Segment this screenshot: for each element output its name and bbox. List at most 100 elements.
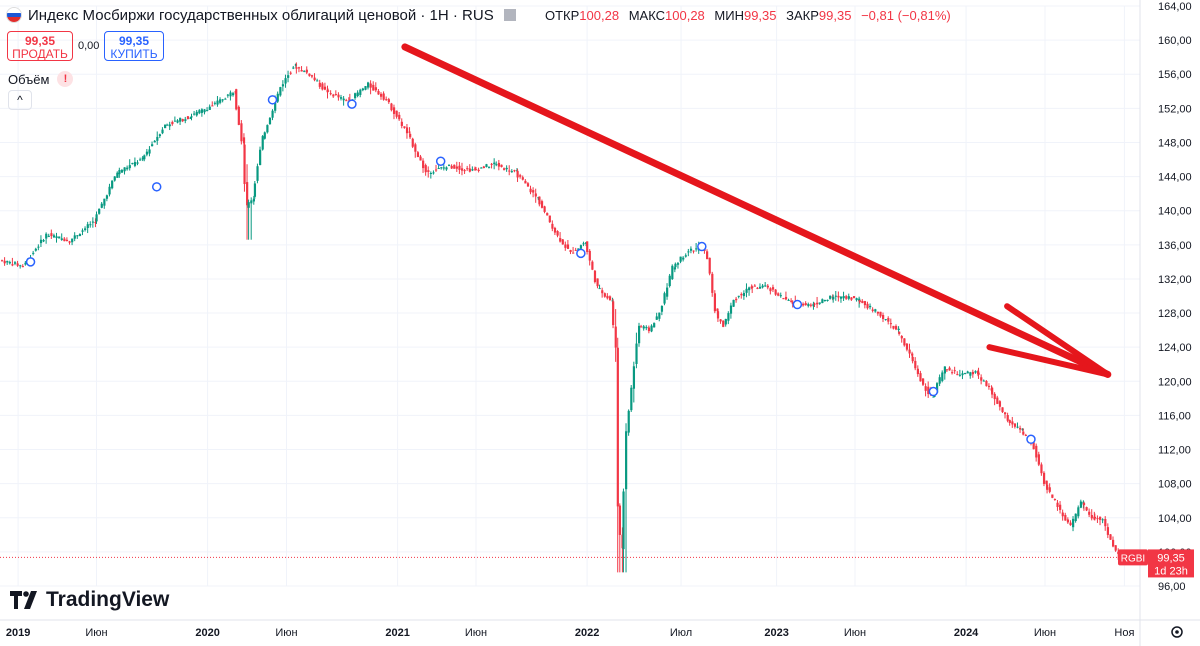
symbol-header[interactable]: Индекс Мосбиржи государственных облигаци… xyxy=(6,4,516,26)
candle-body xyxy=(513,170,516,172)
candle-body xyxy=(977,372,980,375)
candle-body xyxy=(21,266,24,268)
candle-body xyxy=(58,236,61,239)
candle-body xyxy=(73,235,76,239)
candle-body xyxy=(1101,519,1104,521)
candle-body xyxy=(1037,454,1040,465)
candle-body xyxy=(108,186,111,195)
candle-body xyxy=(186,116,190,119)
symbol-title[interactable]: Индекс Мосбиржи государственных облигаци… xyxy=(28,6,494,24)
candle-body xyxy=(113,176,116,181)
candle-body xyxy=(256,166,259,181)
candle-body xyxy=(81,230,84,232)
buy-button[interactable]: 99,35 КУПИТЬ xyxy=(104,31,164,61)
candle-body xyxy=(500,164,503,168)
event-marker xyxy=(792,299,803,310)
candle-body xyxy=(898,331,901,334)
candle-body xyxy=(861,300,864,303)
spread-value: 0,00 xyxy=(78,40,100,52)
event-marker xyxy=(1026,434,1036,445)
candle-body xyxy=(579,245,583,249)
y-tick-label: 116,00 xyxy=(1158,410,1191,422)
candle-body xyxy=(158,134,162,137)
candle-body xyxy=(71,238,74,243)
sell-button[interactable]: 99,35 ПРОДАТЬ xyxy=(7,31,73,61)
candle-body xyxy=(305,69,308,73)
candle-body xyxy=(203,109,206,113)
candle-body xyxy=(493,162,496,165)
candle-body xyxy=(932,396,935,398)
candle-body xyxy=(653,323,656,328)
candle-body xyxy=(1109,534,1112,540)
candle-body xyxy=(668,275,671,287)
candle-body xyxy=(956,374,959,376)
candle-body xyxy=(497,162,501,167)
candle-body xyxy=(1011,421,1014,425)
chart-type-icon[interactable] xyxy=(503,9,516,21)
candle-body xyxy=(377,90,380,95)
candle-body xyxy=(706,251,709,260)
chevron-up-icon[interactable]: ^ xyxy=(8,90,32,110)
candle-body xyxy=(385,99,388,101)
candle-body xyxy=(8,262,11,264)
candle-body xyxy=(450,165,453,169)
candle-body xyxy=(625,431,628,490)
candle-body xyxy=(638,325,641,344)
candle-body xyxy=(876,311,880,314)
candle-body xyxy=(98,208,101,214)
trend-arrow-head-upper xyxy=(1004,303,1111,378)
candle-body xyxy=(603,293,606,297)
candle-body xyxy=(660,305,664,312)
event-marker xyxy=(347,99,357,109)
candle-body xyxy=(601,290,604,294)
candle-body xyxy=(198,110,201,114)
warning-icon[interactable]: ! xyxy=(57,71,74,87)
y-tick-label: 152,00 xyxy=(1158,103,1192,115)
candle-body xyxy=(313,77,316,81)
candle-body xyxy=(354,93,357,99)
candle-body xyxy=(387,99,390,103)
event-marker xyxy=(576,248,586,259)
tradingview-logo[interactable]: TradingView xyxy=(10,588,169,612)
candle-body xyxy=(969,372,972,376)
candle-body xyxy=(556,231,559,236)
candle-body xyxy=(153,140,156,143)
candle-body xyxy=(356,92,359,97)
candle-body xyxy=(460,168,464,171)
y-tick-label: 164,00 xyxy=(1158,1,1192,13)
candle-body xyxy=(477,169,480,171)
candle-body xyxy=(156,136,159,141)
open-value: 100,28 xyxy=(579,8,620,23)
candle-body xyxy=(261,136,264,150)
candle-body xyxy=(50,233,53,237)
trend-arrow-line xyxy=(401,43,1112,378)
price-tag-bg xyxy=(1148,549,1194,578)
y-tick-label: 104,00 xyxy=(1158,513,1192,525)
candle-body xyxy=(359,89,362,95)
candle-body xyxy=(55,236,58,239)
event-marker xyxy=(151,182,162,192)
candle-body xyxy=(1066,519,1070,523)
candle-body xyxy=(855,298,858,301)
candle-body xyxy=(190,116,193,118)
candle-body xyxy=(543,206,546,212)
candle-body xyxy=(47,235,50,237)
candle-body xyxy=(240,123,243,142)
candle-body xyxy=(645,326,648,329)
candle-body xyxy=(310,75,314,77)
candle-body xyxy=(951,372,954,374)
candle-body xyxy=(437,167,440,169)
candle-body xyxy=(422,160,425,169)
candle-body xyxy=(1112,539,1115,547)
candle-body xyxy=(276,93,279,102)
candle-body xyxy=(751,286,754,288)
candle-body xyxy=(908,349,911,354)
close-label: ЗАКР xyxy=(786,8,819,23)
candle-body xyxy=(632,366,636,389)
candle-body xyxy=(850,297,853,300)
trend-arrow-head-lower xyxy=(986,344,1111,378)
candle-body xyxy=(1051,494,1054,498)
candle-body xyxy=(553,227,557,233)
volume-legend[interactable]: Объём ! xyxy=(8,71,74,87)
